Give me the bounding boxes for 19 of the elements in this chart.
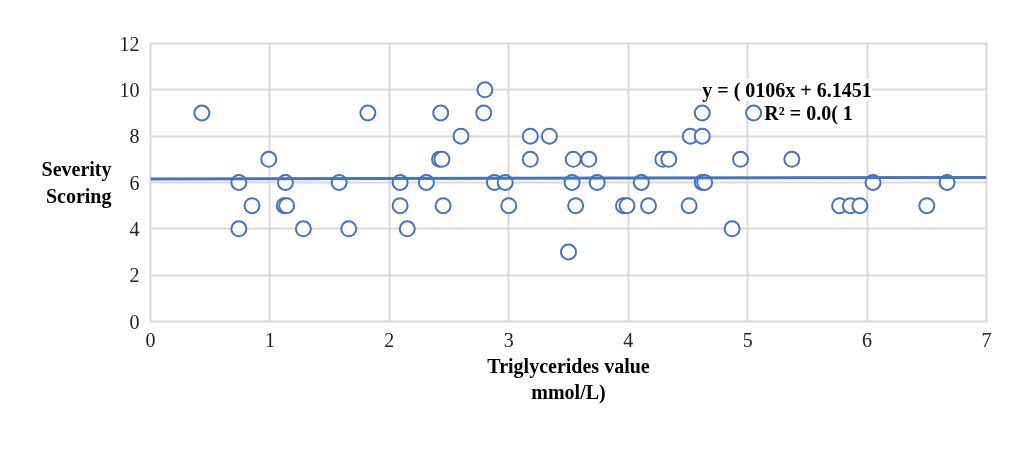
- x-tick-label: 1: [264, 328, 275, 351]
- annotation: y = ( 0106x + 6.1451: [702, 78, 872, 102]
- x-tick-label: 0: [145, 328, 156, 351]
- y-tick-label: 12: [119, 32, 140, 55]
- y-tick-label: 0: [129, 310, 140, 333]
- x-tick-label: 7: [981, 328, 992, 351]
- y-tick-label: 8: [129, 125, 140, 148]
- x-tick-label: 5: [742, 328, 753, 351]
- x-tick-label: 4: [623, 328, 634, 351]
- y-tick-label: 2: [129, 264, 140, 287]
- y-tick-label: 4: [129, 217, 140, 240]
- x-tick-label: 6: [862, 328, 873, 351]
- annotation: R² = 0.0( 1: [764, 102, 853, 125]
- x-tick-label: 3: [503, 328, 514, 351]
- y-axis-title: Severity Scoring: [41, 158, 112, 208]
- y-tick-label: 10: [119, 78, 140, 101]
- y-tick-label: 6: [129, 171, 140, 194]
- x-axis-title: Triglycerides value mmol/L): [487, 354, 650, 404]
- x-tick-label: 2: [384, 328, 395, 351]
